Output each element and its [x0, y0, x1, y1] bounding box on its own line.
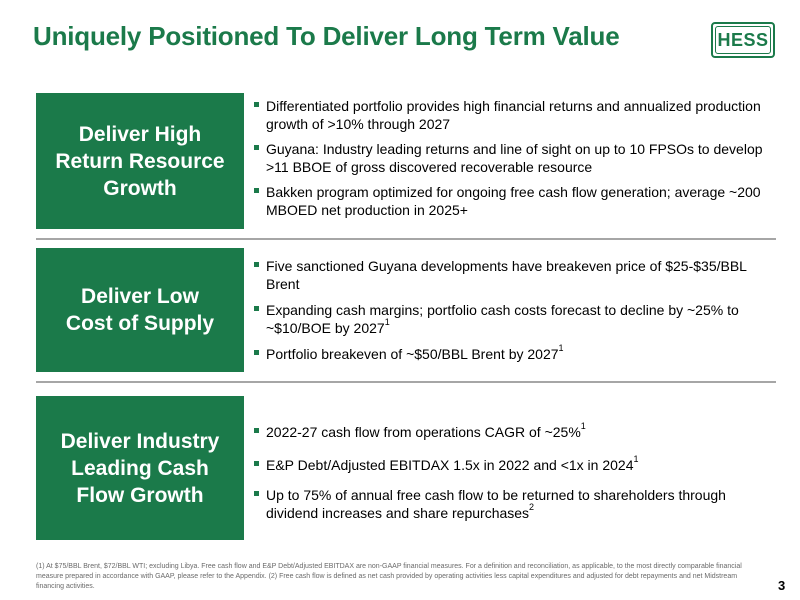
bullet-text: 2022-27 cash flow from operations CAGR o… — [266, 424, 581, 440]
section-heading-box-1: Deliver High Return Resource Growth — [36, 93, 244, 229]
bullet-text: E&P Debt/Adjusted EBITDAX 1.5x in 2022 a… — [266, 457, 634, 473]
section-heading-1: Deliver High Return Resource Growth — [55, 122, 225, 200]
bullet-item: Bakken program optimized for ongoing fre… — [253, 183, 778, 219]
logo-frame: HESS — [715, 26, 771, 54]
bullet-item: Differentiated portfolio provides high f… — [253, 97, 778, 133]
bullet-item: Portfolio breakeven of ~$50/BBL Brent by… — [253, 343, 778, 363]
page-title: Uniquely Positioned To Deliver Long Term… — [33, 21, 620, 51]
section-heading-box-3: Deliver Industry Leading Cash Flow Growt… — [36, 396, 244, 540]
footnote-ref: 1 — [384, 317, 390, 328]
bullet-item: 2022-27 cash flow from operations CAGR o… — [253, 421, 778, 441]
bullet-text: Differentiated portfolio provides high f… — [266, 98, 761, 132]
bullet-text: Bakken program optimized for ongoing fre… — [266, 184, 761, 218]
bullet-square-icon — [254, 306, 259, 311]
section-divider — [36, 238, 776, 240]
bullet-square-icon — [254, 428, 259, 433]
page-number: 3 — [778, 578, 786, 593]
footnote: (1) At $75/BBL Brent, $72/BBL WTI; exclu… — [36, 563, 742, 590]
logo-text: HESS — [717, 30, 769, 50]
bullet-square-icon — [254, 188, 259, 193]
section-heading-2: Deliver Low Cost of Supply — [65, 285, 215, 335]
section-bullets-2: Five sanctioned Guyana developments have… — [253, 257, 778, 363]
hess-logo: HESS — [711, 22, 775, 58]
section-heading-3: Deliver Industry Leading Cash Flow Growt… — [60, 429, 220, 507]
bullet-text: Five sanctioned Guyana developments have… — [266, 258, 747, 292]
section-divider — [36, 381, 776, 383]
bullet-square-icon — [254, 491, 259, 496]
bullet-square-icon — [254, 102, 259, 107]
bullet-item: Five sanctioned Guyana developments have… — [253, 257, 778, 293]
bullet-text: Portfolio breakeven of ~$50/BBL Brent by… — [266, 346, 559, 362]
footnote-ref: 1 — [580, 421, 586, 432]
footnote-ref: 1 — [633, 454, 639, 465]
bullet-square-icon — [254, 145, 259, 150]
bullet-square-icon — [254, 262, 259, 267]
section-bullets-3: 2022-27 cash flow from operations CAGR o… — [253, 421, 778, 522]
bullet-item: Up to 75% of annual free cash flow to be… — [253, 486, 778, 522]
bullet-text: Up to 75% of annual free cash flow to be… — [266, 487, 726, 521]
bullet-text: Expanding cash margins; portfolio cash c… — [266, 302, 739, 336]
footnote-ref: 2 — [529, 502, 535, 513]
bullet-square-icon — [254, 461, 259, 466]
bullet-item: Guyana: Industry leading returns and lin… — [253, 140, 778, 176]
section-heading-box-2: Deliver Low Cost of Supply — [36, 248, 244, 372]
section-bullets-1: Differentiated portfolio provides high f… — [253, 97, 778, 219]
bullet-item: E&P Debt/Adjusted EBITDAX 1.5x in 2022 a… — [253, 454, 778, 474]
bullet-square-icon — [254, 350, 259, 355]
bullet-item: Expanding cash margins; portfolio cash c… — [253, 301, 778, 337]
footnote-ref: 1 — [558, 343, 564, 354]
bullet-text: Guyana: Industry leading returns and lin… — [266, 141, 763, 175]
